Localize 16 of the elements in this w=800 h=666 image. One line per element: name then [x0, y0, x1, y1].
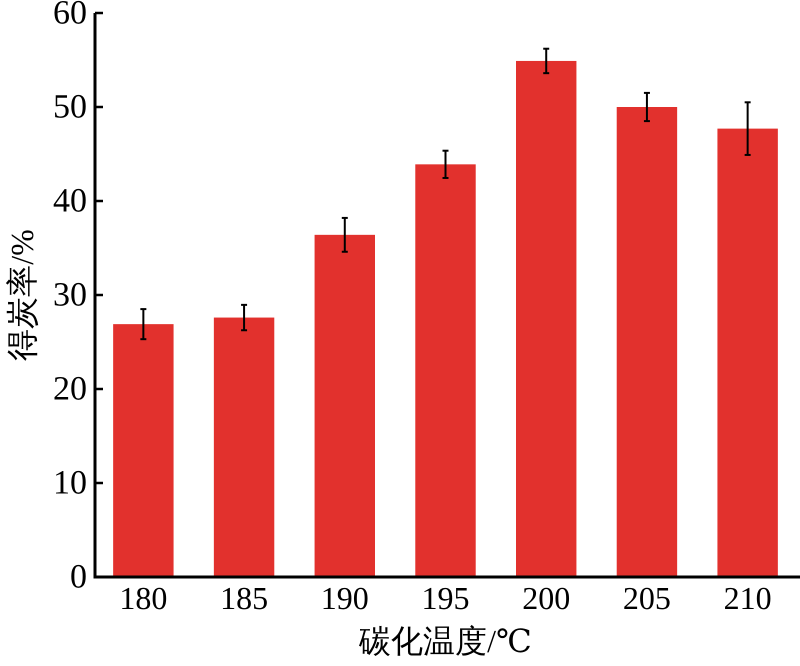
x-tick-label: 190 — [320, 580, 369, 616]
y-tick-label: 60 — [53, 0, 87, 32]
y-tick-label: 50 — [53, 88, 87, 126]
y-tick-label: 30 — [53, 276, 87, 314]
x-tick-label: 195 — [422, 580, 470, 616]
x-tick-label: 180 — [119, 580, 168, 616]
x-tick-label: 205 — [622, 580, 671, 616]
y-tick-label: 10 — [53, 464, 87, 502]
y-tick-label: 20 — [53, 370, 87, 408]
x-axis-title: 碳化温度/℃ — [358, 623, 532, 659]
x-tick-label: 185 — [220, 580, 268, 616]
y-axis-title: 得炭率/% — [4, 229, 40, 361]
y-tick-label: 0 — [70, 558, 87, 596]
y-tick-label: 40 — [53, 182, 87, 220]
x-tick-label: 200 — [522, 580, 570, 616]
x-tick-label: 210 — [724, 580, 772, 616]
